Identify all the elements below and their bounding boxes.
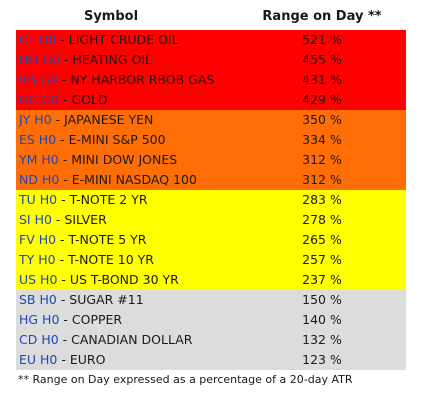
range-value: 150 % [302, 292, 342, 307]
table-row[interactable]: YM H0 - MINI DOW JONES 312 % [16, 150, 406, 170]
table-row[interactable]: ND H0 - E-MINI NASDAQ 100 312 % [16, 170, 406, 190]
symbol-cell: EU H0 - EURO [19, 350, 105, 370]
ticker-link[interactable]: CD H0 [19, 332, 59, 347]
table-row[interactable]: JY H0 - JAPANESE YEN 350 % [16, 110, 406, 130]
ticker-link[interactable]: YM H0 [19, 152, 59, 167]
contract-name: - CANADIAN DOLLAR [58, 332, 193, 347]
ticker-link[interactable]: SI H0 [19, 212, 52, 227]
symbol-cell: ND H0 - E-MINI NASDAQ 100 [19, 170, 197, 190]
table-header: Symbol Range on Day ** [16, 6, 406, 30]
contract-name: - NY HARBOR RBOB GAS [57, 72, 215, 87]
symbol-header: Symbol [83, 9, 139, 24]
symbol-cell: ES H0 - E-MINI S&P 500 [19, 130, 166, 150]
table-row[interactable]: CL G0 - LIGHT CRUDE OIL 521 % [16, 30, 406, 50]
ticker-link[interactable]: CL G0 [19, 32, 57, 47]
contract-name: - E-MINI NASDAQ 100 [59, 172, 197, 187]
symbol-cell: HO G0 - HEATING OIL [19, 50, 152, 70]
table-row[interactable]: SI H0 - SILVER 278 % [16, 210, 406, 230]
table-row[interactable]: GC G0 - GOLD 429 % [16, 90, 406, 110]
contract-name: - GOLD [59, 92, 108, 107]
table-row[interactable]: FV H0 - T-NOTE 5 YR 265 % [16, 230, 406, 250]
symbol-cell: TU H0 - T-NOTE 2 YR [19, 190, 148, 210]
table-row[interactable]: TU H0 - T-NOTE 2 YR 283 % [16, 190, 406, 210]
ticker-link[interactable]: FV H0 [19, 232, 57, 247]
table-row[interactable]: CD H0 - CANADIAN DOLLAR 132 % [16, 330, 406, 350]
contract-name: - HEATING OIL [59, 52, 153, 67]
footnote: ** Range on Day expressed as a percentag… [18, 373, 353, 386]
table-row[interactable]: HO G0 - HEATING OIL 455 % [16, 50, 406, 70]
range-value: 431 % [302, 72, 342, 87]
contract-name: - SILVER [51, 212, 107, 227]
contract-name: - EURO [57, 352, 106, 367]
range-value: 312 % [302, 152, 342, 167]
ticker-link[interactable]: ES H0 [19, 132, 57, 147]
symbol-cell: FV H0 - T-NOTE 5 YR [19, 230, 146, 250]
ticker-link[interactable]: US H0 [19, 272, 58, 287]
contract-name: - T-NOTE 10 YR [55, 252, 154, 267]
range-value: 350 % [302, 112, 342, 127]
range-value: 257 % [302, 252, 342, 267]
symbol-cell: CL G0 - LIGHT CRUDE OIL [19, 30, 179, 50]
ticker-link[interactable]: SB H0 [19, 292, 57, 307]
contract-name: - SUGAR #11 [56, 292, 144, 307]
symbol-cell: US H0 - US T-BOND 30 YR [19, 270, 179, 290]
ticker-link[interactable]: JY H0 [19, 112, 52, 127]
table-row[interactable]: TY H0 - T-NOTE 10 YR 257 % [16, 250, 406, 270]
contract-name: - T-NOTE 2 YR [57, 192, 148, 207]
table-body: CL G0 - LIGHT CRUDE OIL 521 % HO G0 - HEAT… [16, 30, 406, 370]
contract-name: - T-NOTE 5 YR [56, 232, 147, 247]
range-value: 278 % [302, 212, 342, 227]
range-value: 265 % [302, 232, 342, 247]
symbol-cell: CD H0 - CANADIAN DOLLAR [19, 330, 192, 350]
table-row[interactable]: HG H0 - COPPER 140 % [16, 310, 406, 330]
range-value: 237 % [302, 272, 342, 287]
symbol-cell: HG H0 - COPPER [19, 310, 122, 330]
range-value: 123 % [302, 352, 342, 367]
range-value: 312 % [302, 172, 342, 187]
contract-name: - LIGHT CRUDE OIL [56, 32, 179, 47]
contract-name: - JAPANESE YEN [51, 112, 154, 127]
symbol-cell: GC G0 - GOLD [19, 90, 108, 110]
ticker-link[interactable]: TY H0 [19, 252, 56, 267]
contract-name: - E-MINI S&P 500 [56, 132, 166, 147]
symbol-cell: SI H0 - SILVER [19, 210, 107, 230]
range-value: 455 % [302, 52, 342, 67]
table-row[interactable]: RB G0 - NY HARBOR RBOB GAS 431 % [16, 70, 406, 90]
ticker-link[interactable]: TU H0 [19, 192, 58, 207]
range-header: Range on Day ** [262, 9, 382, 24]
ticker-link[interactable]: HO G0 [19, 52, 60, 67]
symbol-cell: RB G0 - NY HARBOR RBOB GAS [19, 70, 214, 90]
ticker-link[interactable]: GC G0 [19, 92, 60, 107]
table-row[interactable]: EU H0 - EURO 123 % [16, 350, 406, 370]
range-value: 429 % [302, 92, 342, 107]
table-row[interactable]: US H0 - US T-BOND 30 YR 237 % [16, 270, 406, 290]
contract-name: - US T-BOND 30 YR [57, 272, 179, 287]
symbol-cell: TY H0 - T-NOTE 10 YR [19, 250, 154, 270]
range-table: Symbol Range on Day ** CL G0 - LIGHT CRU… [16, 6, 406, 370]
ticker-link[interactable]: EU H0 [19, 352, 58, 367]
range-value: 132 % [302, 332, 342, 347]
symbol-cell: SB H0 - SUGAR #11 [19, 290, 144, 310]
table-row[interactable]: ES H0 - E-MINI S&P 500 334 % [16, 130, 406, 150]
ticker-link[interactable]: RB G0 [19, 72, 58, 87]
ticker-link[interactable]: ND H0 [19, 172, 60, 187]
symbol-cell: JY H0 - JAPANESE YEN [19, 110, 153, 130]
range-value: 334 % [302, 132, 342, 147]
range-value: 140 % [302, 312, 342, 327]
ticker-link[interactable]: HG H0 [19, 312, 60, 327]
range-value: 521 % [302, 32, 342, 47]
table-row[interactable]: SB H0 - SUGAR #11 150 % [16, 290, 406, 310]
symbol-cell: YM H0 - MINI DOW JONES [19, 150, 177, 170]
range-value: 283 % [302, 192, 342, 207]
contract-name: - COPPER [59, 312, 123, 327]
contract-name: - MINI DOW JONES [58, 152, 178, 167]
